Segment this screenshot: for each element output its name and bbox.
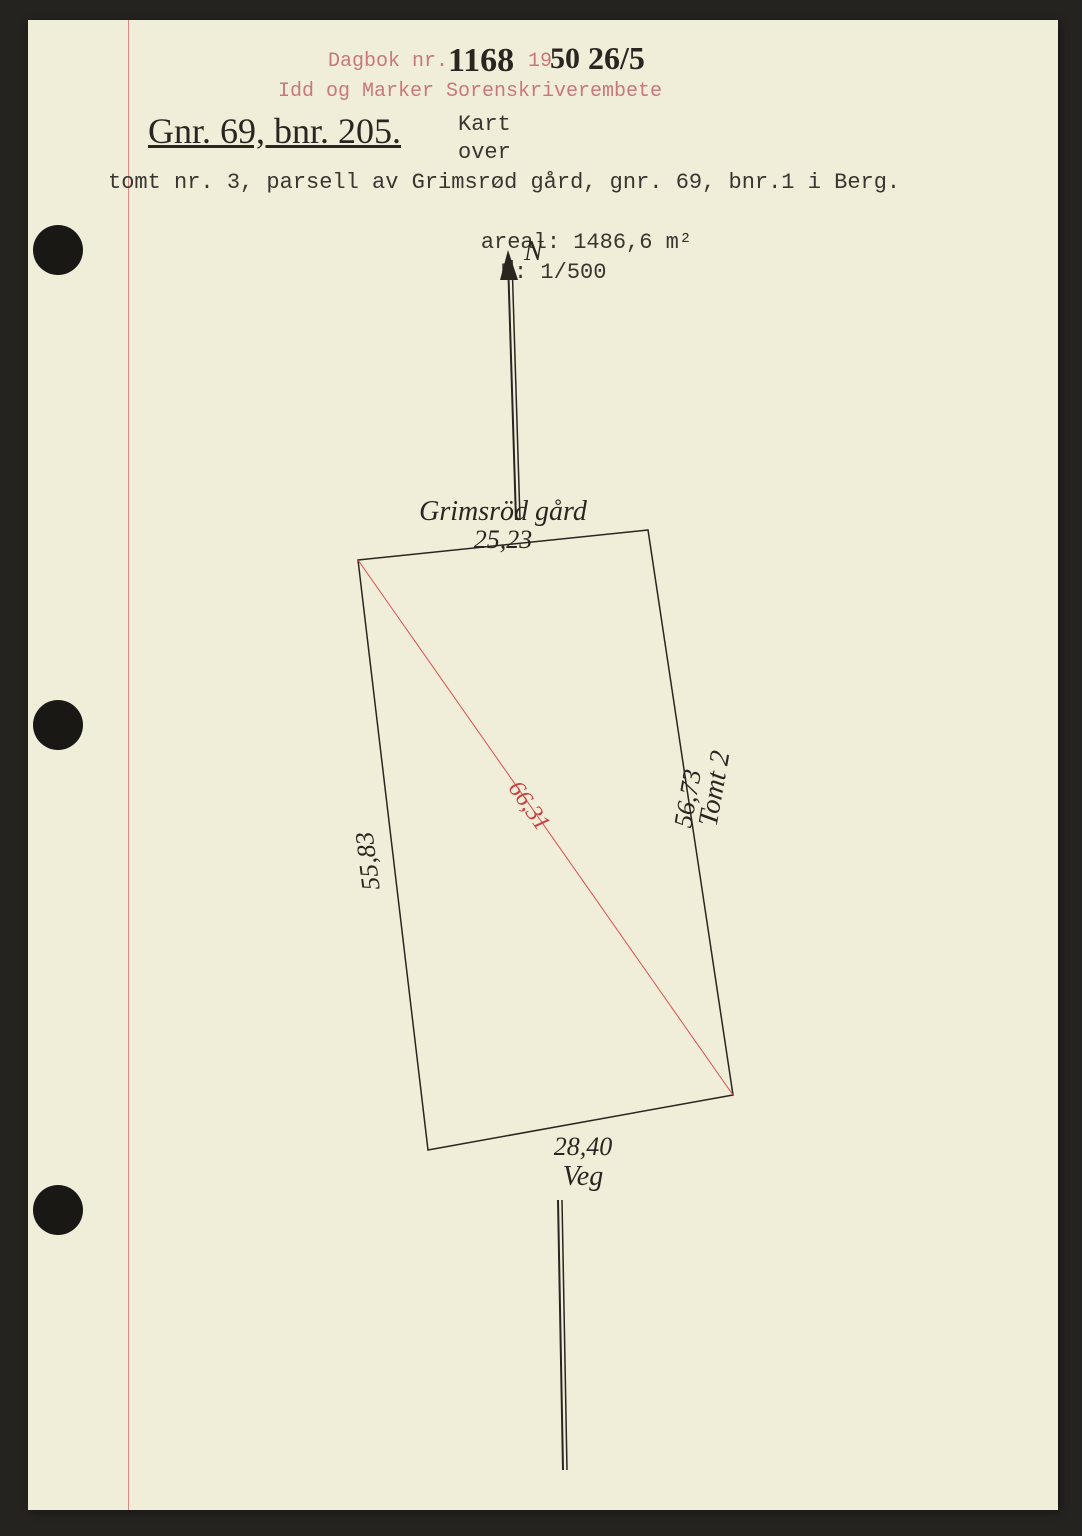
survey-diagram: N Grimsröd gård 25,23 Tomt 2 56,73 28,40… (28, 20, 1058, 1510)
document-page: Dagbok nr. 1168 19 50 26/5 Idd og Marker… (28, 20, 1058, 1510)
north-arrow: N (500, 236, 544, 520)
edge-measure-left: 55,83 (350, 830, 386, 892)
edge-measure-top: 25,23 (474, 525, 533, 554)
edge-label-top: Grimsröd gård (419, 496, 588, 527)
south-line (558, 1200, 567, 1470)
north-label: N (523, 236, 544, 267)
diagonal-measure: 66,31 (503, 776, 555, 835)
parcel-boundary (358, 530, 733, 1150)
parcel-diagonal (358, 560, 733, 1095)
edge-measure-bottom: 28,40 (554, 1132, 613, 1161)
edge-label-bottom: Veg (563, 1161, 603, 1192)
